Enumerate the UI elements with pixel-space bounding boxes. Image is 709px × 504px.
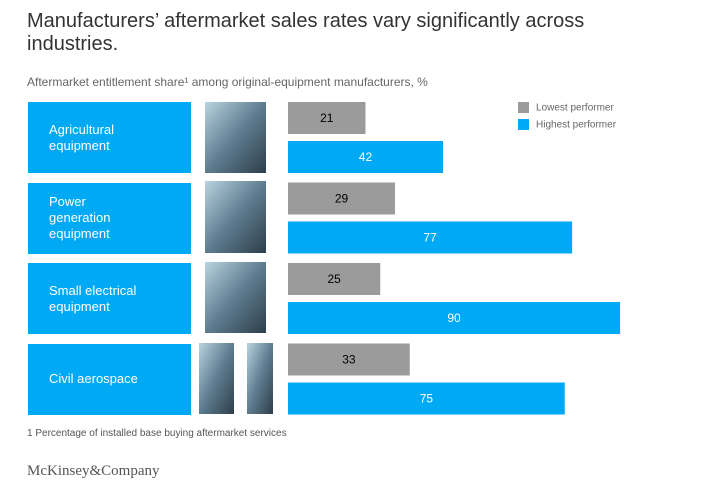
category-label: Agricultural equipment bbox=[28, 102, 191, 173]
photo bbox=[205, 181, 266, 253]
chart-subtitle: Aftermarket entitlement share¹ among ori… bbox=[27, 75, 428, 89]
legend-label: Lowest performer bbox=[536, 103, 614, 114]
photo bbox=[247, 343, 273, 414]
source-logo: McKinsey&Company bbox=[27, 463, 160, 479]
category-label: Civil aerospace bbox=[28, 343, 191, 415]
value-label: 21 bbox=[320, 111, 334, 125]
bar bbox=[288, 182, 396, 215]
value-label: 75 bbox=[420, 392, 434, 406]
category-label: Power generation equipment bbox=[28, 182, 191, 254]
legend-label: Highest performer bbox=[536, 120, 617, 131]
category-text: Civil aerospace bbox=[49, 371, 138, 386]
bar bbox=[288, 221, 573, 254]
bar bbox=[288, 382, 565, 415]
category-text: Agricultural equipment bbox=[49, 121, 115, 153]
photo bbox=[205, 102, 266, 173]
bar bbox=[288, 102, 366, 134]
bar bbox=[288, 141, 443, 173]
value-label: 42 bbox=[359, 150, 373, 164]
value-label: 29 bbox=[335, 192, 349, 206]
bar bbox=[288, 302, 621, 334]
category-label: Small electrical equipment bbox=[28, 263, 191, 334]
bar bbox=[288, 263, 381, 295]
category-text: Small electrical equipment bbox=[49, 282, 137, 314]
category-text: Power generation equipment bbox=[49, 194, 111, 241]
photo bbox=[199, 343, 234, 414]
bar bbox=[288, 343, 410, 376]
value-label: 90 bbox=[447, 311, 461, 325]
footnote: 1 Percentage of installed base buying af… bbox=[27, 428, 287, 439]
value-label: 33 bbox=[342, 353, 356, 367]
legend-swatch bbox=[518, 102, 529, 113]
value-label: 77 bbox=[423, 231, 437, 245]
value-label: 25 bbox=[327, 272, 341, 286]
chart-title: Manufacturers’ aftermarket sales rates v… bbox=[27, 10, 585, 55]
legend-swatch bbox=[518, 119, 529, 130]
photo bbox=[205, 262, 266, 333]
